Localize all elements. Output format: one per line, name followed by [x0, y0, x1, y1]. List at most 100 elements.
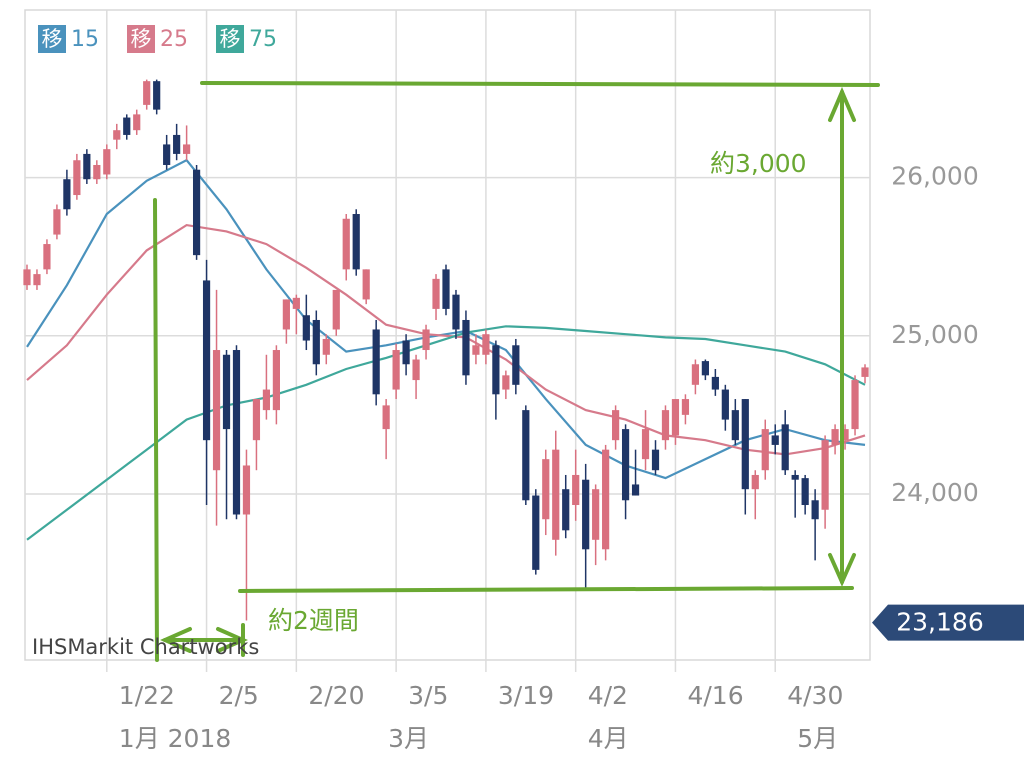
candle-body [602, 449, 610, 550]
legend-badge [216, 25, 244, 53]
candle-body [861, 367, 869, 377]
candle-body [472, 345, 480, 355]
candle-body [651, 449, 660, 471]
annotation-line [200, 81, 880, 87]
x-tick-label: 3/5 [408, 681, 448, 710]
annotation-text: 約2週間 [268, 606, 359, 635]
candle-body [761, 429, 769, 471]
x-period-label: 5月 [797, 724, 838, 753]
candle-body [641, 429, 650, 460]
candle-body [462, 319, 470, 376]
labels: 24,000 25,000 26,000 1/22 1月 2018 2/5 2/20 3月 3/… [38, 25, 1024, 753]
legend-badge-text: 移 [131, 27, 152, 51]
legend-badge-text: 移 [42, 27, 63, 51]
y-tick-label: 26,000 [891, 162, 978, 191]
candle-body [512, 345, 520, 385]
candle-body [681, 399, 690, 415]
x-tick-label: 4/16 [687, 681, 743, 710]
candle-body [731, 410, 739, 441]
candle-body [661, 410, 670, 441]
ma-line [26, 223, 866, 456]
candle-body [671, 399, 680, 436]
legend-badge [38, 25, 66, 53]
x-tick-label: 4/2 [588, 681, 628, 710]
candle-body [492, 345, 500, 395]
candle-body [821, 440, 829, 510]
legend-badge-text: 移 [220, 27, 241, 51]
candle-body [262, 389, 271, 411]
x-tick-label: 2/5 [219, 681, 259, 710]
candle-body [701, 361, 709, 376]
candle-body [432, 278, 440, 309]
y-tick-label: 24,000 [891, 478, 978, 507]
candle-body [163, 144, 171, 165]
candle-body [482, 334, 490, 355]
candle-body [412, 359, 420, 381]
candle-body [771, 435, 779, 445]
candle-body [232, 350, 241, 515]
candle-body [562, 489, 570, 531]
candle-body [292, 297, 300, 309]
price-tag-label: 23,186 [896, 608, 983, 637]
candle-body [741, 399, 749, 490]
x-period-label: 3月 [388, 724, 429, 753]
candle-body [502, 375, 510, 390]
candle-body [123, 117, 131, 135]
moving-averages [26, 158, 866, 541]
annotations: 約3,000 約2週間 [153, 81, 880, 662]
candle-body [582, 479, 590, 550]
candle-body [143, 81, 151, 105]
candle-body [621, 429, 630, 501]
grid [25, 10, 870, 672]
candle-body [542, 459, 550, 520]
ma-line [26, 325, 866, 541]
candle-body [282, 299, 290, 330]
candle-body [372, 329, 380, 395]
candles [23, 79, 869, 621]
candle-body [133, 114, 141, 131]
candle-body [442, 269, 450, 309]
candle-body [751, 474, 759, 490]
y-tick-label: 25,000 [891, 320, 978, 349]
candle-body [212, 350, 221, 471]
candle-body [342, 218, 350, 270]
watermark: IHSMarkit Chartworks [32, 635, 259, 659]
candle-body [192, 169, 201, 256]
ma-line [26, 158, 866, 480]
candle-body [63, 179, 71, 210]
candle-body [73, 160, 81, 196]
annotation-line [238, 586, 854, 593]
candle-body [332, 289, 340, 330]
x-tick-label: 1/22 [119, 681, 175, 710]
x-tick-label: 2/20 [308, 681, 364, 710]
candle-body [631, 484, 640, 496]
price-tag [872, 604, 1024, 641]
annotation-arrowhead [828, 553, 856, 587]
x-tick-label: 4/30 [787, 681, 843, 710]
legend-label: 25 [160, 27, 188, 52]
candle-body [352, 214, 360, 270]
candle-body [592, 489, 600, 540]
candle-body [781, 424, 789, 471]
candle-body [322, 338, 330, 355]
legend-label: 15 [71, 27, 99, 52]
candle-body [53, 209, 61, 235]
candle-body [711, 376, 719, 390]
candle-body [362, 269, 370, 300]
candle-body [522, 410, 530, 501]
candle-body [33, 274, 41, 286]
candle-body [312, 319, 320, 365]
candle-body [242, 465, 251, 515]
candle-body [173, 134, 181, 154]
candle-body [153, 81, 161, 110]
candle-body [791, 474, 799, 480]
candle-body [422, 329, 430, 351]
candle-body [851, 380, 859, 430]
candle-body [272, 350, 280, 411]
candle-body [572, 474, 580, 506]
candle-body [382, 405, 390, 430]
candle-body [801, 478, 809, 506]
candle-body [113, 130, 121, 140]
annotation-line [153, 198, 159, 662]
